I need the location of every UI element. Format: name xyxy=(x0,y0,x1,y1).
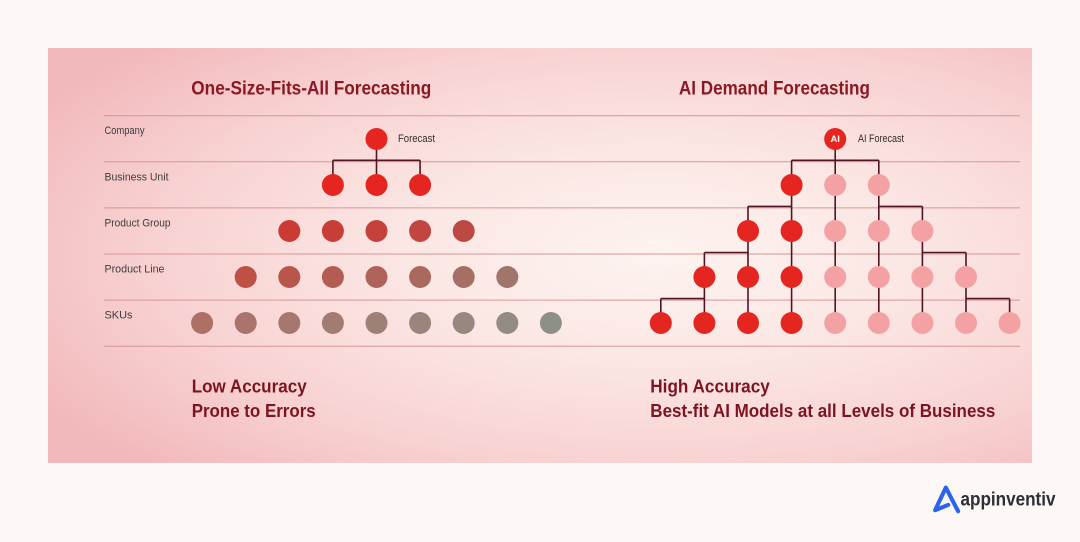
svg-text:Product Line: Product Line xyxy=(105,264,165,276)
svg-text:Product Group: Product Group xyxy=(105,217,171,229)
svg-text:Prone to Errors: Prone to Errors xyxy=(192,400,316,421)
svg-text:Best-fit AI Models at all Leve: Best-fit AI Models at all Levels of Busi… xyxy=(650,400,995,421)
svg-text:Low Accuracy: Low Accuracy xyxy=(192,376,308,397)
svg-text:AI: AI xyxy=(830,134,840,145)
svg-text:AI Forecast: AI Forecast xyxy=(858,133,904,145)
svg-text:appinventiv: appinventiv xyxy=(961,490,1056,511)
svg-text:High Accuracy: High Accuracy xyxy=(650,376,770,397)
svg-text:AI Demand Forecasting: AI Demand Forecasting xyxy=(679,79,870,100)
svg-text:Business Unit: Business Unit xyxy=(105,171,169,183)
svg-text:Forecast: Forecast xyxy=(398,133,435,145)
svg-text:One-Size-Fits-All Forecasting: One-Size-Fits-All Forecasting xyxy=(191,79,431,100)
svg-text:Company: Company xyxy=(105,125,145,137)
svg-text:SKUs: SKUs xyxy=(105,310,133,322)
